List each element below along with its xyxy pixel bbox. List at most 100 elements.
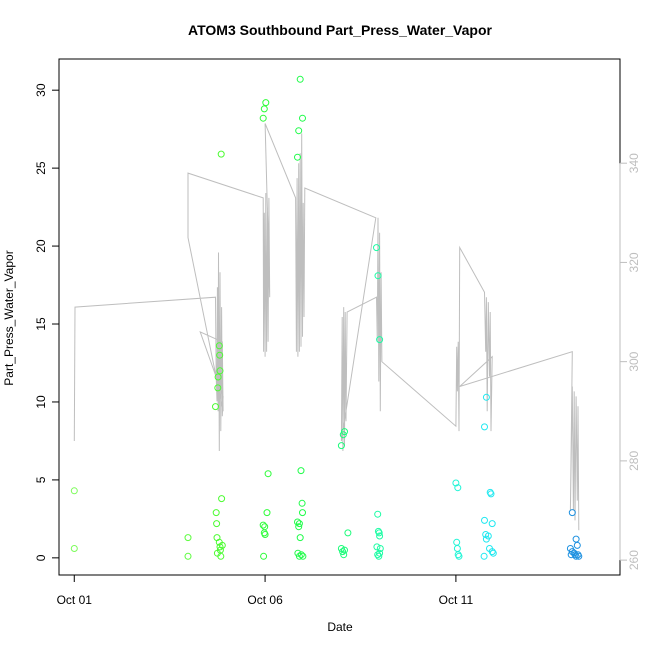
data-point <box>212 509 220 517</box>
data-point <box>571 551 579 559</box>
data-point <box>218 541 226 549</box>
data-point <box>375 529 383 537</box>
x-axis-label: Date <box>327 620 353 634</box>
data-point <box>299 114 306 122</box>
data-point <box>295 523 303 531</box>
x-axis: Oct 01 Oct 06 Oct 11 <box>57 574 474 607</box>
data-point <box>453 538 461 546</box>
data-point <box>263 509 271 517</box>
data-point <box>70 545 78 552</box>
y2-tick-label: 320 <box>627 252 641 272</box>
data-point <box>373 543 381 551</box>
data-point <box>488 520 496 528</box>
data-point <box>374 510 382 518</box>
data-point <box>262 99 270 107</box>
y-axis-label: Part_Press_Water_Vapor <box>2 250 16 385</box>
data-point <box>216 367 224 375</box>
data-point <box>294 518 301 526</box>
data-point <box>376 336 384 344</box>
data-point <box>376 549 384 557</box>
data-point <box>212 403 219 411</box>
data-point <box>213 520 221 528</box>
data-point <box>487 490 495 498</box>
data-point <box>299 552 307 560</box>
data-point <box>568 509 576 517</box>
data-point <box>489 549 497 557</box>
data-point <box>339 548 347 556</box>
plot-frame <box>58 58 621 576</box>
data-point <box>184 552 192 560</box>
data-point <box>215 342 223 350</box>
data-point <box>217 552 225 560</box>
data-point <box>294 153 301 161</box>
data-point <box>340 551 348 559</box>
x-tick-label: Oct 01 <box>57 593 93 607</box>
data-point <box>481 516 488 524</box>
y-tick-label: 30 <box>34 83 48 97</box>
data-point <box>184 534 192 542</box>
data-point <box>573 541 581 549</box>
data-point <box>376 545 384 552</box>
data-point <box>218 495 226 503</box>
data-point <box>484 532 492 540</box>
data-point <box>217 150 225 158</box>
y-tick-label: 5 <box>34 476 48 483</box>
data-point <box>572 535 580 543</box>
data-point <box>373 244 380 252</box>
data-point <box>341 428 348 436</box>
y2-tick-label: 300 <box>627 351 641 371</box>
data-point <box>374 551 382 559</box>
data-point <box>295 552 303 560</box>
data-point <box>455 552 463 560</box>
chart-title: ATOM3 Southbound Part_Press_Water_Vapor <box>188 22 492 38</box>
data-point <box>297 467 305 475</box>
series-line <box>73 123 580 531</box>
data-point <box>295 520 303 528</box>
data-point <box>261 531 269 538</box>
y-tick-label: 0 <box>34 554 48 561</box>
data-point <box>567 551 575 559</box>
data-point <box>298 499 306 507</box>
data-point <box>339 431 347 439</box>
y2-tick-label: 280 <box>627 451 641 471</box>
data-point <box>260 105 268 113</box>
data-point <box>344 529 352 537</box>
data-point <box>375 552 383 560</box>
data-point <box>488 548 496 556</box>
data-point <box>481 423 488 431</box>
y2-tick-label: 340 <box>627 153 641 173</box>
data-point <box>296 534 304 542</box>
x-tick-label: Oct 06 <box>247 593 283 607</box>
data-point <box>260 552 268 560</box>
data-point <box>259 521 267 529</box>
y2-tick-label: 260 <box>627 550 641 570</box>
data-point <box>299 509 306 517</box>
y-tick-label: 10 <box>34 395 48 409</box>
x-tick-label: Oct 11 <box>439 593 474 607</box>
secondary-y-axis: 260 280 300 320 340 <box>619 153 641 570</box>
data-point <box>374 272 382 280</box>
scatter-points <box>70 75 583 560</box>
secondary-series-line <box>73 123 580 531</box>
data-point <box>216 351 224 359</box>
data-point <box>454 484 462 492</box>
data-point <box>575 552 583 560</box>
data-point <box>376 532 384 540</box>
data-point <box>482 393 490 401</box>
data-point <box>341 546 348 554</box>
data-point <box>452 479 460 487</box>
data-point <box>261 523 269 531</box>
data-point <box>297 551 305 559</box>
data-point <box>295 127 303 135</box>
y-tick-label: 20 <box>34 239 48 253</box>
data-point <box>70 487 78 495</box>
data-point <box>453 545 461 552</box>
data-point <box>572 552 580 560</box>
y-axis: 0 5 10 15 20 25 30 <box>34 83 60 561</box>
y-tick-label: 25 <box>34 161 48 175</box>
data-point <box>296 75 304 83</box>
data-point <box>337 442 345 450</box>
data-point <box>259 114 267 122</box>
data-point <box>480 552 488 560</box>
